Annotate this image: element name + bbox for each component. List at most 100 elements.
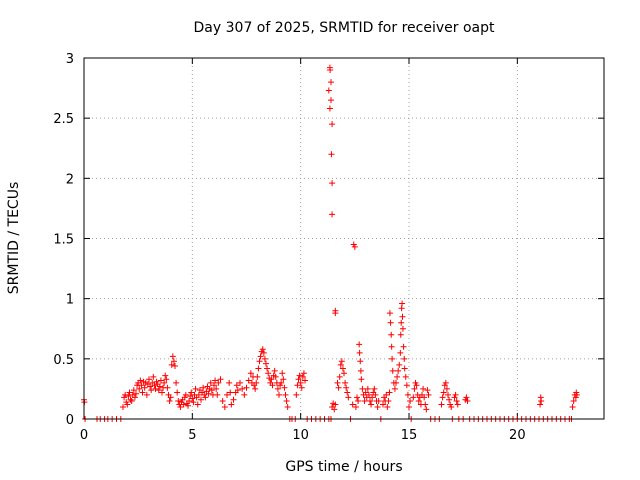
data-point	[174, 389, 181, 396]
data-point	[163, 376, 170, 383]
data-point	[393, 379, 399, 386]
data-point	[299, 373, 306, 380]
data-point	[355, 397, 362, 404]
data-point	[387, 319, 394, 326]
data-point	[164, 384, 171, 391]
data-point	[253, 379, 260, 386]
data-point	[172, 363, 178, 370]
data-point	[413, 382, 420, 389]
data-point	[349, 401, 356, 408]
data-point	[573, 391, 580, 398]
data-point	[139, 389, 146, 396]
data-points	[81, 64, 580, 422]
data-point	[440, 389, 447, 396]
data-point	[254, 373, 261, 380]
data-point	[463, 394, 470, 401]
data-point	[383, 391, 390, 398]
data-point	[400, 343, 407, 350]
data-point	[569, 403, 576, 410]
x-tick-label: 15	[401, 428, 418, 443]
y-tick-label: 2	[66, 172, 74, 187]
data-point	[364, 385, 371, 392]
x-tick-label: 0	[80, 428, 88, 443]
data-point	[247, 370, 254, 377]
plot-frame	[83, 57, 605, 420]
data-point	[279, 370, 286, 377]
data-point	[294, 382, 301, 389]
data-point	[175, 397, 182, 404]
x-tick-label: 20	[509, 428, 526, 443]
data-point	[401, 355, 408, 362]
data-point	[357, 358, 364, 365]
data-point	[283, 397, 290, 404]
data-point	[351, 243, 358, 250]
data-point	[122, 391, 129, 398]
data-point	[453, 397, 460, 404]
data-point	[335, 384, 342, 391]
data-point	[397, 349, 404, 356]
data-point	[293, 391, 300, 398]
data-point	[339, 365, 346, 372]
data-point	[215, 379, 222, 386]
data-point	[257, 353, 264, 360]
data-point	[167, 394, 174, 401]
data-point	[380, 401, 386, 408]
data-point	[168, 361, 175, 368]
data-point	[169, 353, 176, 360]
data-point	[170, 358, 177, 365]
data-point	[354, 394, 360, 401]
y-tick-label: 0.5	[53, 353, 74, 368]
y-tick-label: 1	[66, 293, 74, 308]
data-point	[241, 391, 248, 398]
data-point	[337, 361, 344, 368]
data-point	[401, 365, 408, 372]
data-point	[224, 391, 230, 398]
data-point	[130, 387, 137, 394]
data-point	[369, 394, 376, 401]
data-point	[177, 403, 184, 410]
data-point	[239, 385, 246, 392]
data-point	[180, 401, 187, 408]
data-point	[356, 349, 363, 356]
data-point	[446, 396, 453, 403]
data-point	[362, 389, 369, 396]
data-point	[328, 97, 334, 104]
data-point	[146, 376, 152, 383]
data-point	[343, 384, 350, 391]
data-point	[338, 358, 345, 365]
data-point	[538, 397, 545, 404]
data-point	[265, 370, 272, 377]
data-point	[395, 367, 402, 374]
data-point	[391, 385, 398, 392]
data-point	[423, 406, 430, 413]
data-point	[415, 397, 422, 404]
data-point	[151, 382, 158, 389]
data-point	[410, 394, 417, 401]
data-point	[212, 377, 219, 384]
data-point	[230, 396, 237, 403]
data-point	[161, 379, 168, 386]
data-point	[397, 331, 404, 338]
axis-ticks: 0 5 10 15 20 0 0.5 1 1.5 2 2.5 3	[53, 52, 604, 443]
data-point	[137, 377, 144, 384]
data-point	[388, 331, 395, 338]
data-point	[188, 389, 195, 396]
data-point	[296, 372, 303, 379]
data-point	[344, 389, 351, 396]
data-point	[228, 401, 235, 408]
data-point	[282, 391, 289, 398]
data-point	[276, 391, 282, 398]
grid	[84, 58, 604, 419]
data-point	[213, 385, 220, 392]
data-point	[274, 385, 281, 392]
data-point	[341, 370, 347, 377]
data-point	[194, 401, 201, 408]
data-point	[328, 79, 334, 86]
data-point	[268, 376, 275, 383]
data-point	[281, 384, 288, 391]
data-point	[399, 313, 406, 320]
data-point	[389, 367, 396, 374]
data-point	[125, 393, 132, 400]
data-point	[425, 391, 432, 398]
